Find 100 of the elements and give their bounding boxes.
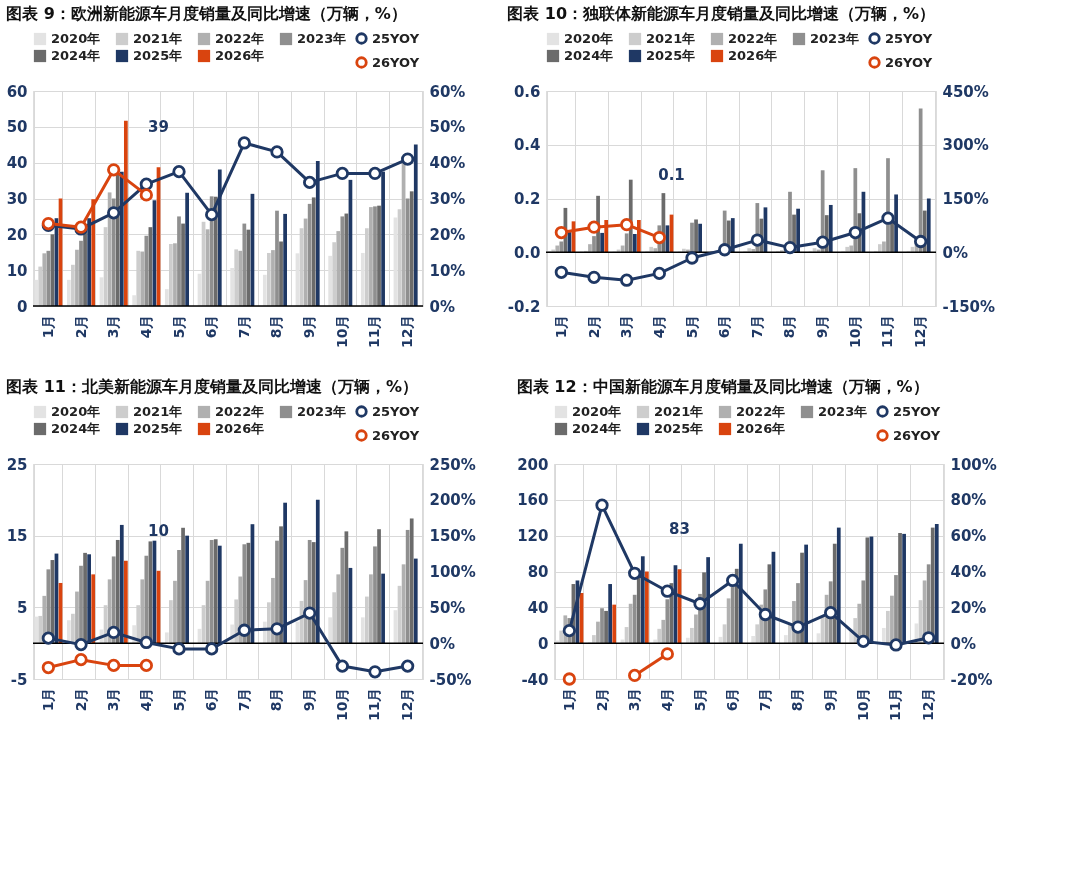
legend-label: 2025年 (654, 421, 704, 436)
legend-label: 2024年 (51, 421, 101, 436)
y2-tick-label: 10% (429, 261, 466, 280)
x-tick-label: 6月 (716, 314, 733, 339)
y2-tick-label: 200% (429, 491, 476, 510)
x-tick-label: 7月 (756, 687, 773, 712)
y-tick-label: 0 (17, 297, 28, 316)
legend-label: 2021年 (133, 31, 183, 46)
x-tick-label: 3月 (626, 687, 643, 712)
x-tick-label: 11月 (879, 314, 896, 348)
x-tick-label: 10月 (333, 687, 350, 721)
x-tick-label: 9月 (814, 314, 831, 339)
y2-tick-label: -150% (942, 297, 996, 316)
legend-label: 25YOY (372, 30, 420, 46)
x-tick-label: 8月 (789, 687, 806, 712)
y2-tick-label: 300% (942, 136, 989, 155)
x-tick-label: 6月 (203, 314, 220, 339)
y2-tick-label: 0% (429, 297, 455, 316)
x-tick-label: 4月 (658, 687, 675, 712)
y2-tick-label: 50% (429, 598, 466, 617)
x-tick-label: 4月 (650, 314, 667, 339)
y-tick-label: 50 (6, 118, 28, 137)
y2-tick-label: 0% (429, 634, 455, 653)
y2-tick-label: 80% (950, 491, 987, 510)
legend-label: 2024年 (51, 48, 101, 63)
legend-label: 2022年 (728, 31, 778, 46)
x-tick-label: 1月 (39, 687, 56, 712)
x-tick-label: 5月 (683, 314, 700, 339)
y-tick-label: -5 (10, 670, 28, 689)
y-tick-label: 25 (6, 455, 28, 474)
y2-tick-label: 450% (942, 82, 989, 101)
x-tick-label: 7月 (235, 314, 252, 339)
y-tick-label: 10 (6, 261, 28, 280)
y-tick-label: -0.2 (507, 297, 541, 316)
y2-tick-label: 0% (950, 634, 976, 653)
legend-label: 2025年 (133, 48, 183, 63)
legend-label: 2022年 (736, 404, 786, 419)
legend-label: 2026年 (215, 48, 265, 63)
x-tick-label: 3月 (618, 314, 635, 339)
legend-label: 2024年 (572, 421, 622, 436)
legend-label: 2025年 (646, 48, 696, 63)
legend-label: 2023年 (818, 404, 868, 419)
x-tick-label: 12月 (399, 314, 416, 348)
y2-tick-label: 20% (429, 225, 466, 244)
y2-tick-label: -20% (950, 670, 993, 689)
y2-tick-label: 60% (950, 527, 987, 546)
legend-label: 2023年 (810, 31, 860, 46)
data-label: 39 (148, 118, 169, 137)
y2-tick-label: 250% (429, 455, 476, 474)
y-tick-label: 60 (6, 82, 28, 101)
x-tick-label: 2月 (72, 687, 89, 712)
y-tick-label: 0.4 (513, 136, 541, 155)
x-tick-label: 9月 (301, 314, 318, 339)
x-tick-label: 11月 (366, 314, 383, 348)
y-tick-label: 20 (6, 225, 28, 244)
legend-label: 26YOY (372, 427, 420, 443)
legend-label: 2024年 (564, 48, 614, 63)
x-tick-label: 3月 (105, 314, 122, 339)
x-tick-label: 5月 (170, 687, 187, 712)
y2-tick-label: 150% (942, 190, 989, 208)
y-tick-label: 120 (517, 527, 549, 546)
y2-tick-label: 40% (950, 563, 987, 581)
x-tick-label: 10月 (333, 314, 350, 348)
data-label: 83 (669, 520, 690, 539)
y-tick-label: 0.6 (513, 82, 541, 101)
legend-label: 2020年 (51, 31, 101, 46)
y-tick-label: 80 (527, 563, 549, 581)
x-tick-label: 9月 (301, 687, 318, 712)
chart-title: 图表 9：欧洲新能源车月度销量及同比增速（万辆，%） (6, 4, 407, 23)
data-label: 10 (148, 521, 169, 540)
x-tick-label: 6月 (724, 687, 741, 712)
chart-title: 图表 12：中国新能源车月度销量及同比增速（万辆，%） (516, 377, 929, 396)
y2-tick-label: 0% (942, 243, 968, 262)
legend-label: 25YOY (372, 403, 420, 419)
chart-title: 图表 11：北美新能源车月度销量及同比增速（万辆，%） (6, 377, 418, 396)
legend-label: 2020年 (572, 404, 622, 419)
y-tick-label: 0.0 (513, 243, 541, 262)
y-tick-label: 40 (6, 154, 28, 173)
legend-label: 26YOY (372, 54, 420, 70)
x-tick-label: 3月 (105, 687, 122, 712)
legend-label: 2026年 (728, 48, 778, 63)
legend-label: 2022年 (215, 31, 265, 46)
y-tick-label: 160 (517, 491, 549, 510)
legend-label: 2021年 (654, 404, 704, 419)
x-tick-label: 7月 (748, 314, 765, 339)
y2-tick-label: 150% (429, 527, 476, 546)
x-tick-label: 4月 (137, 314, 154, 339)
y-tick-label: 30 (6, 190, 28, 208)
x-tick-label: 10月 (854, 687, 871, 721)
x-tick-label: 10月 (846, 314, 863, 348)
x-tick-label: 12月 (920, 687, 937, 721)
x-tick-label: 8月 (268, 314, 285, 339)
y2-tick-label: 20% (950, 598, 987, 617)
x-tick-label: 2月 (593, 687, 610, 712)
data-label: 0.1 (658, 165, 685, 184)
y-tick-label: 0 (538, 634, 549, 653)
y-tick-label: -40 (521, 670, 549, 689)
x-tick-label: 1月 (560, 687, 577, 712)
legend-label: 26YOY (893, 427, 941, 443)
y-tick-label: 40 (527, 598, 549, 617)
